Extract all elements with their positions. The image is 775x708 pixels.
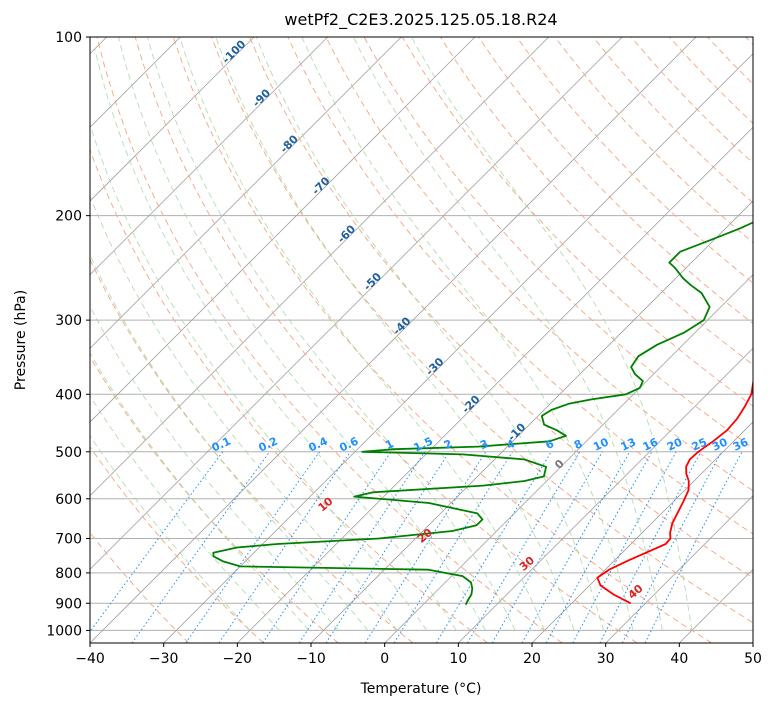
moist-adiabat [90,254,369,631]
x-tick-label: 40 [670,651,688,667]
x-tick-label: −40 [75,651,105,667]
moist-adiabat [90,352,310,631]
mixing-ratio-line [364,451,487,643]
dry-adiabat [211,37,753,624]
isotherm [163,53,753,643]
x-tick-label: 20 [523,651,541,667]
moist-adiabat [179,37,546,631]
isotherm [605,495,753,643]
moist-adiabat [352,37,663,631]
moist-adiabat [410,37,693,631]
y-tick-label: 500 [55,445,82,461]
dry-adiabat [90,258,414,643]
mixing-ratio-line [218,451,351,643]
dry-adiabat [516,37,753,284]
x-tick-label: −20 [223,651,253,667]
mixing-ratio-line [435,451,552,643]
mixing-ratio-line [262,451,392,643]
data-series [212,221,753,606]
isotherm [90,37,549,497]
mixing-ratio-label: 20 [665,435,685,453]
y-tick-label: 400 [55,387,82,403]
mixing-ratio-line [644,451,743,643]
isotherm [90,37,476,423]
moist-adiabat [90,394,280,631]
mixing-ratio-label: 10 [591,435,611,453]
x-tick-label: 30 [597,651,615,667]
moist-adiabat [90,305,339,631]
y-axis-label: Pressure (hPa) [13,290,29,390]
moist-adiabat [147,37,516,631]
isotherm [384,274,753,643]
y-tick-label: 300 [55,313,82,329]
dry-adiabat [96,37,563,643]
mixing-ratio-line [325,451,451,643]
mixing-ratio-label: 13 [619,435,638,453]
isotherm [458,347,753,643]
mixing-ratio-line [185,451,321,643]
x-tick-label: 0 [380,651,389,667]
y-tick-label: 200 [55,209,82,225]
mixing-ratio-line [298,451,426,643]
x-axis-label: Temperature (°C) [360,681,482,697]
x-tick-label: −30 [149,651,179,667]
x-tick-label: −10 [296,651,326,667]
isotherm [90,37,255,202]
temperature-profile [596,376,753,605]
mixing-ratio-label: 36 [731,435,751,453]
y-tick-label: 900 [55,596,82,612]
mixing-ratio-line [90,451,224,633]
dewpoint-profile [212,221,753,606]
isotherm [90,37,402,349]
moist-adiabat [94,49,457,631]
moist-adiabat [90,194,398,631]
y-tick-label: 800 [55,566,82,582]
dry-adiabat [90,445,264,643]
isotherm [237,126,753,643]
y-tick-label: 1000 [46,623,82,639]
y-tick-label: 700 [55,532,82,548]
dry-adiabat [287,37,753,535]
x-axis-ticks: −40 −30 −20 −10 0 10 20 30 40 50 [75,643,762,667]
chart-title: wetPf2_C2E3.2025.125.05.18.R24 [284,10,557,30]
moist-adiabat [215,37,575,631]
mixing-ratio-line [521,451,631,643]
mixing-ratio-label: 30 [710,435,730,453]
isotherm [90,37,697,643]
isotherm [90,37,623,570]
y-tick-label: 100 [55,30,82,46]
moist-adiabat [90,122,428,631]
mixing-ratio-label: 25 [690,435,709,453]
x-tick-label: 50 [744,651,762,667]
mixing-ratio-label: 16 [641,435,661,453]
mixing-ratio-line [545,451,653,643]
plot-frame [89,36,754,644]
dry-adiabat [172,37,712,643]
dry-adiabat [325,37,753,492]
dry-adiabat [90,355,339,643]
background-lines [90,37,753,643]
moist-adiabat [90,434,251,631]
isotherm [90,37,328,276]
moist-adiabat [301,37,634,631]
mixing-ratio-line [599,451,702,643]
y-axis-ticks: 100 200 300 400 500 600 700 800 900 1000 [46,30,90,639]
mixing-ratio-line [572,451,677,643]
dry-adiabat [249,37,753,579]
isotherm [531,421,753,643]
x-tick-label: 10 [449,651,467,667]
y-tick-label: 600 [55,492,82,508]
mixing-ratio-line [131,451,271,643]
